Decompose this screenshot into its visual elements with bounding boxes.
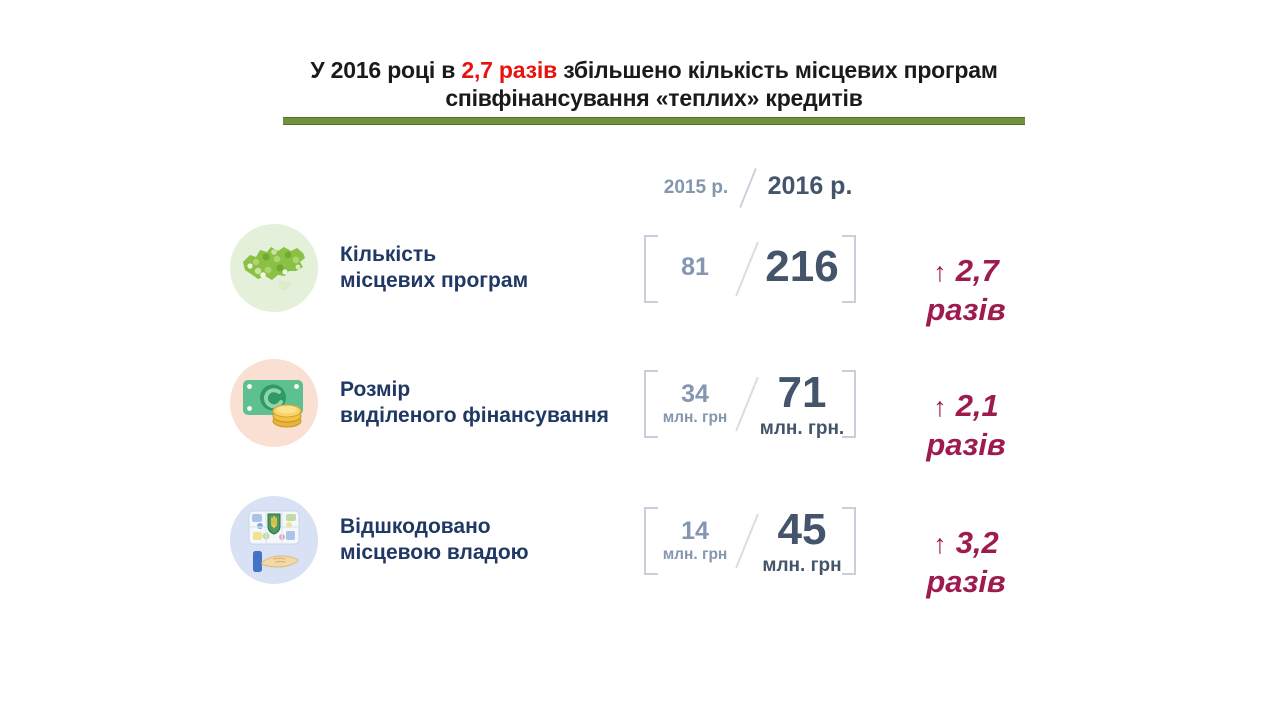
value-2015-unit: млн. грн (662, 409, 728, 427)
banknote-coins-icon (230, 359, 318, 447)
growth-ratio: 3,2 (955, 525, 999, 560)
up-arrow-icon: ↑ (933, 257, 947, 287)
title-highlight: 2,7 разів (461, 57, 558, 83)
growth-annotation: ↑ 2,7 разів (912, 252, 1020, 329)
value-2016-number: 216 (765, 242, 839, 291)
value-2015-number: 81 (681, 253, 709, 281)
up-arrow-icon: ↑ (933, 392, 947, 422)
value-2015: 14 млн. грн (648, 519, 742, 563)
column-header-2015: 2015 р. (663, 177, 729, 198)
row-label-line1: Відшкодовано (340, 515, 491, 538)
hand-holding-map-icon (230, 496, 318, 584)
value-2016-number: 45 (777, 504, 827, 554)
row-label-line2: виділеного фінансування (340, 404, 609, 427)
column-header-2016: 2016 р. (767, 172, 853, 200)
value-2016-unit: млн. грн. (759, 417, 845, 439)
values-bracket: 14 млн. грн 45 млн. грн (644, 507, 856, 575)
row-label-line2: місцевою владою (340, 541, 529, 564)
row-label-line2: місцевих програм (340, 269, 529, 292)
value-2015-number: 14 (681, 517, 709, 546)
slide-title: У 2016 році в 2,7 разів збільшено кількі… (142, 56, 1166, 112)
value-2016: 71 млн. грн. (752, 367, 852, 439)
title-part2: збільшено кількість місцевих програм (557, 57, 998, 83)
growth-ratio: 2,1 (955, 388, 999, 423)
value-2016: 216 (752, 245, 852, 293)
value-2015-unit: млн. грн (662, 546, 728, 564)
growth-ratio: 2,7 (955, 253, 999, 288)
value-2016: 45 млн. грн (752, 504, 852, 576)
title-underline-bar (283, 117, 1025, 125)
up-arrow-icon: ↑ (933, 529, 947, 559)
title-part1: У 2016 році в (310, 57, 462, 83)
row-label: Розмір виділеного фінансування (340, 369, 640, 437)
growth-word: разів (926, 292, 1006, 327)
row-label-line1: Кількість (340, 243, 437, 266)
ukraine-map-icon (230, 224, 318, 312)
row-label-line1: Розмір (340, 378, 411, 401)
value-2016-unit: млн. грн (762, 554, 842, 576)
value-2016-number: 71 (777, 367, 827, 417)
values-bracket: 81 216 (644, 235, 856, 303)
values-bracket: 34 млн. грн 71 млн. грн. (644, 370, 856, 438)
value-2015-number: 34 (681, 380, 709, 409)
title-line2: співфінансування «теплих» кредитів (445, 85, 863, 111)
growth-annotation: ↑ 3,2 разів (912, 524, 1020, 601)
value-2015: 81 (648, 255, 742, 283)
growth-word: разів (926, 564, 1006, 599)
growth-annotation: ↑ 2,1 разів (912, 387, 1020, 464)
row-label: Відшкодовано місцевою владою (340, 506, 640, 574)
growth-word: разів (926, 427, 1006, 462)
row-label: Кількість місцевих програм (340, 234, 640, 302)
value-2015: 34 млн. грн (648, 382, 742, 426)
